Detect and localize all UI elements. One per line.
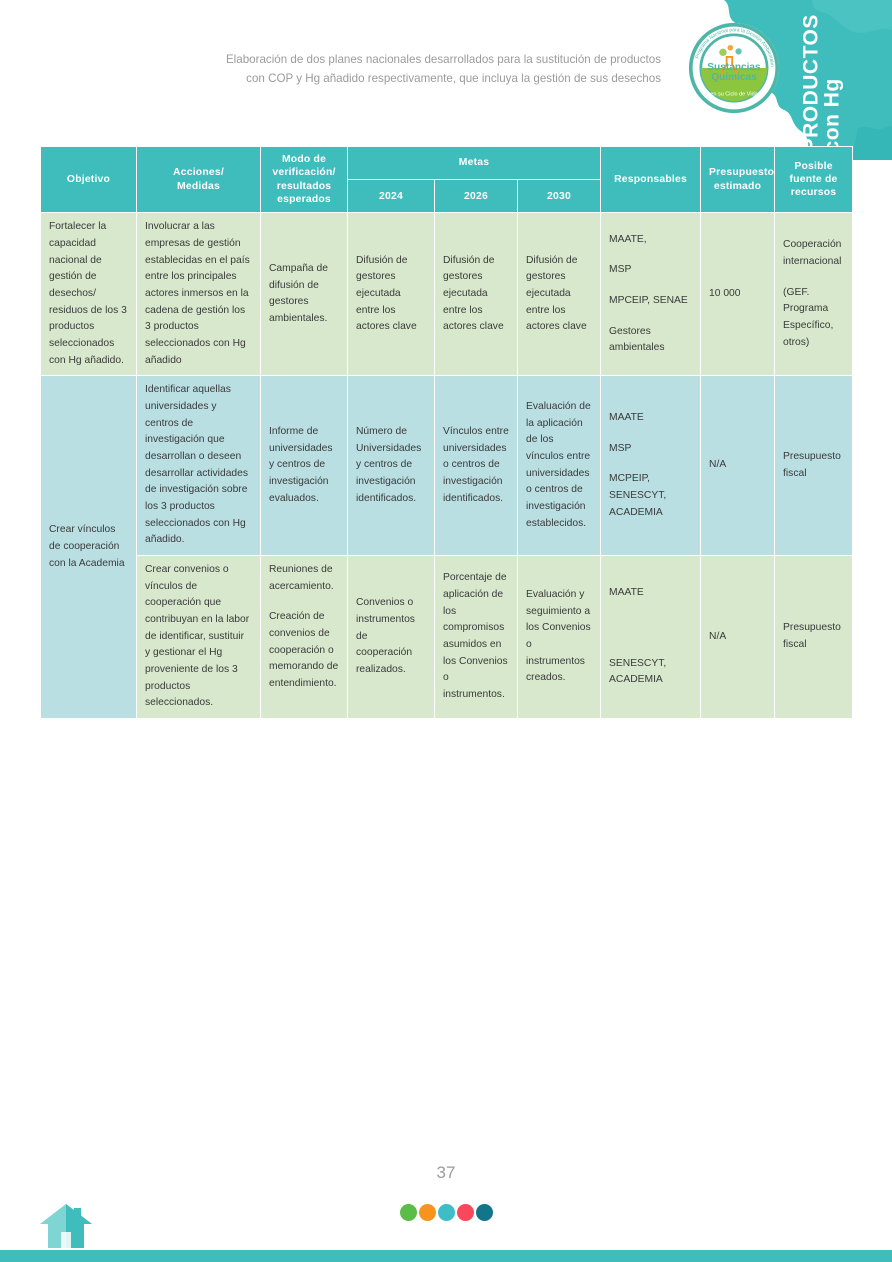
footer-dot bbox=[475, 1204, 493, 1221]
footer-dots bbox=[0, 1204, 892, 1221]
cell-meta-2026: Porcentaje de aplicación de los compromi… bbox=[434, 555, 518, 720]
header-year-2026: 2026 bbox=[434, 179, 518, 214]
header-fuente-line1: Posible bbox=[794, 160, 833, 172]
header-fuente-recursos: Posible fuente de recursos bbox=[774, 145, 854, 214]
responsable-item: MPCEIP, SENAE bbox=[609, 294, 688, 306]
modo-paragraph: Reuniones de acercamiento. bbox=[269, 564, 334, 592]
header-presupuesto: Presupuesto estimado bbox=[700, 145, 776, 214]
header-metas: Metas bbox=[346, 145, 602, 181]
cell-responsables: MAATE MSP MCPEIP, SENESCYT, ACADEMIA bbox=[600, 375, 702, 557]
cell-modo-verificacion: Informe de universidades y centros de in… bbox=[260, 375, 348, 557]
logo-name-line1: Sustancias bbox=[707, 62, 761, 73]
footer-dot bbox=[399, 1204, 417, 1221]
header-modo-line4: esperados bbox=[277, 193, 331, 205]
header-presupuesto-line1: Presupuesto bbox=[709, 167, 775, 179]
modo-paragraph: Creación de convenios de cooperación o m… bbox=[269, 611, 339, 690]
page-heading: Elaboración de dos planes nacionales des… bbox=[178, 50, 661, 88]
header-presupuesto-line2: estimado bbox=[713, 180, 762, 192]
header-responsables: Responsables bbox=[600, 145, 702, 214]
cell-modo-verificacion: Reuniones de acercamiento. Creación de c… bbox=[260, 555, 348, 720]
responsable-item: MAATE bbox=[609, 587, 644, 599]
banner-vertical-title: PRODUCTOS con Hg bbox=[762, 14, 882, 152]
logo-name-line2: Químicas bbox=[711, 72, 757, 83]
sustancias-quimicas-logo: Programa Nacional para la Gestión Ambien… bbox=[688, 22, 780, 114]
cell-responsables: MAATE, MSP MPCEIP, SENAE Gestores ambien… bbox=[600, 212, 702, 377]
table-header-row-2: 2024 2026 2030 bbox=[41, 179, 853, 214]
house-icon[interactable] bbox=[38, 1198, 94, 1250]
responsable-item: Gestores ambientales bbox=[609, 325, 665, 354]
cell-fuente-recursos: Presupuesto fiscal bbox=[774, 375, 854, 557]
cell-meta-2030: Difusión de gestores ejecutada entre los… bbox=[516, 212, 602, 377]
logo-tagline: en su Ciclo de Vida bbox=[710, 92, 758, 98]
responsable-item: MCPEIP, SENESCYT, ACADEMIA bbox=[609, 473, 667, 518]
footer-dot bbox=[437, 1204, 455, 1221]
cell-acciones: Crear convenios o vínculos de cooperació… bbox=[136, 555, 261, 720]
fuente-item: Cooperación internacional bbox=[783, 239, 842, 267]
header-acciones-line1: Acciones/ bbox=[173, 167, 224, 179]
cell-presupuesto: N/A bbox=[700, 375, 776, 557]
cell-acciones: Identificar aquellas universidades y cen… bbox=[136, 375, 261, 557]
header-modo-line3: resultados bbox=[276, 180, 332, 192]
cell-meta-2026: Vínculos entre universidades o centros d… bbox=[434, 375, 518, 557]
header-year-2030: 2030 bbox=[516, 179, 602, 214]
responsable-item: MAATE, bbox=[609, 233, 647, 245]
footer-bar bbox=[0, 1250, 892, 1262]
header-acciones: Acciones/ Medidas bbox=[136, 145, 261, 214]
cell-meta-2030: Evaluación y seguimiento a los Convenios… bbox=[516, 555, 602, 720]
header-modo-verificacion: Modo de verificación/ resultados esperad… bbox=[260, 145, 348, 214]
responsable-item: MSP bbox=[609, 264, 632, 276]
footer-dot bbox=[456, 1204, 474, 1221]
header-acciones-line2: Medidas bbox=[177, 180, 220, 192]
banner-title-line2: con Hg bbox=[821, 78, 844, 153]
cell-presupuesto: N/A bbox=[700, 555, 776, 720]
header-modo-line2: verificación/ bbox=[272, 167, 336, 179]
table-row: Fortalecer la capacidad nacional de gest… bbox=[40, 212, 854, 377]
cell-meta-2024: Número de Universidades y centros de inv… bbox=[347, 375, 435, 557]
responsable-spacer bbox=[609, 616, 692, 642]
cell-fuente-recursos: Cooperación internacional (GEF. Programa… bbox=[774, 212, 854, 377]
cell-objetivo: Fortalecer la capacidad nacional de gest… bbox=[40, 212, 137, 377]
footer-dot bbox=[418, 1204, 436, 1221]
cell-meta-2024: Difusión de gestores ejecutada entre los… bbox=[347, 212, 435, 377]
action-plan-table: Objetivo Acciones/ Medidas Modo de verif… bbox=[40, 145, 854, 720]
heading-line-2: con COP y Hg añadido respectivamente, qu… bbox=[246, 72, 661, 86]
cell-meta-2024: Convenios o instrumentos de cooperación … bbox=[347, 555, 435, 720]
cell-presupuesto: 10 000 bbox=[700, 212, 776, 377]
table-row: Crear convenios o vínculos de cooperació… bbox=[41, 555, 854, 720]
header-modo-line1: Modo de bbox=[281, 154, 327, 165]
table-header-row-1: Objetivo Acciones/ Medidas Modo de verif… bbox=[40, 145, 854, 214]
table-row: Crear vínculos de cooperación con la Aca… bbox=[40, 375, 854, 720]
cell-responsables: MAATE SENESCYT, ACADEMIA bbox=[600, 555, 702, 720]
cell-acciones: Involucrar a las empresas de gestión est… bbox=[136, 212, 261, 377]
header-objetivo: Objetivo bbox=[40, 145, 137, 214]
page-number: 37 bbox=[436, 1163, 456, 1182]
cell-modo-verificacion: Campaña de difusión de gestores ambienta… bbox=[260, 212, 348, 377]
header-fuente-line3: recursos bbox=[790, 187, 837, 199]
heading-line-1: Elaboración de dos planes nacionales des… bbox=[225, 53, 661, 66]
cell-fuente-recursos: Presupuesto fiscal bbox=[774, 555, 854, 720]
cell-meta-2030: Evaluación de la aplicación de los víncu… bbox=[516, 375, 602, 557]
header-year-2024: 2024 bbox=[347, 179, 435, 214]
responsable-item: SENESCYT, ACADEMIA bbox=[609, 657, 667, 686]
responsable-item: MSP bbox=[609, 442, 632, 454]
cell-meta-2026: Difusión de gestores ejecutada entre los… bbox=[434, 212, 518, 377]
banner-title-line1: PRODUCTOS bbox=[799, 14, 823, 153]
responsable-item: MAATE bbox=[609, 411, 644, 423]
header-fuente-line2: fuente de bbox=[789, 173, 838, 185]
cell-objetivo: Crear vínculos de cooperación con la Aca… bbox=[40, 375, 137, 720]
fuente-item: (GEF. Programa Específico, otros) bbox=[783, 286, 834, 348]
